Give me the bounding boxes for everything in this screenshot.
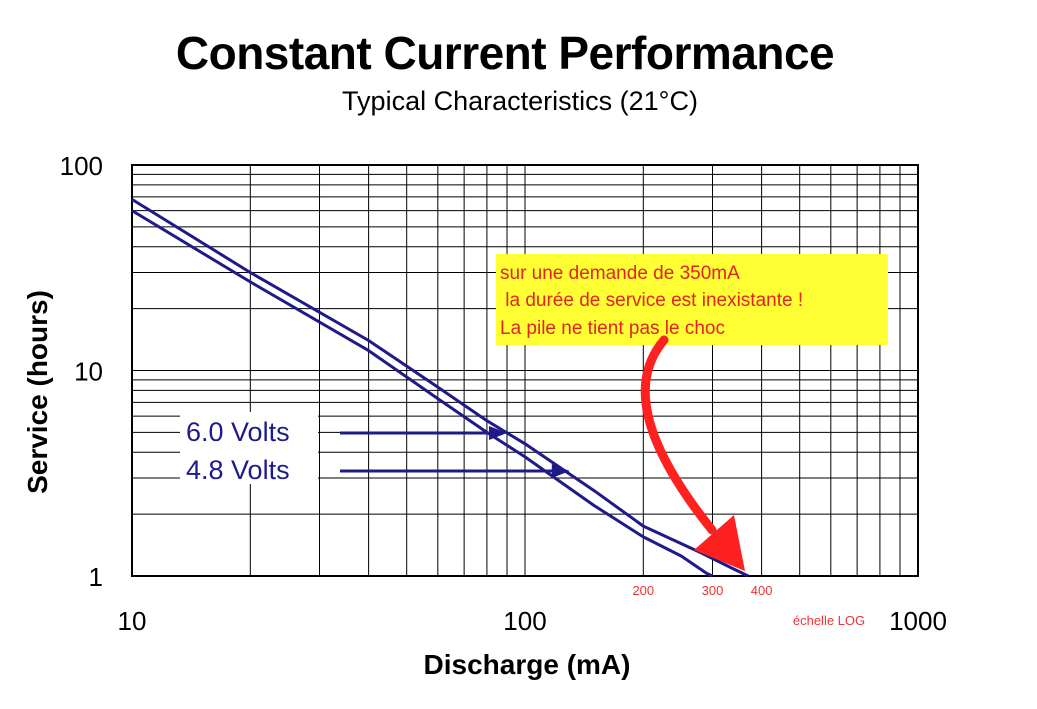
plot-frame <box>131 164 919 577</box>
chart-title: Constant Current Performance <box>175 27 835 79</box>
x-tick-label: 1000 <box>889 606 947 636</box>
label-arrows <box>340 426 570 478</box>
x-tick-label: 100 <box>503 606 546 636</box>
annotation-line-3: La pile ne tient pas le choc <box>500 318 725 339</box>
grid <box>132 165 918 576</box>
scale-note: échelle LOG <box>793 613 865 628</box>
annotation-line-2: la durée de service est inexistante ! <box>500 290 803 311</box>
red-arrow-shaft <box>640 335 717 535</box>
red-arrow-head <box>694 515 745 571</box>
x-tick-label: 10 <box>118 606 147 636</box>
annotation-box <box>496 254 888 345</box>
series-label-bg <box>180 412 318 484</box>
arrow-4v8-head <box>551 464 570 478</box>
red-tick-label: 200 <box>632 583 654 598</box>
series-lines <box>131 198 749 578</box>
arrow-6v-head <box>489 426 508 440</box>
red-tick-label: 400 <box>751 583 773 598</box>
y-tick-label: 1 <box>89 562 103 592</box>
red-tick-label: 300 <box>702 583 724 598</box>
series-line-1 <box>131 209 714 578</box>
annotation-line-1: sur une demande de 350mA <box>500 263 740 284</box>
series-line-0 <box>131 198 749 578</box>
y-axis-label: Service (hours) <box>22 290 53 494</box>
x-axis-label: Discharge (mA) <box>424 649 631 680</box>
y-tick-label: 10 <box>74 357 103 387</box>
series-label-6v: 6.0 Volts <box>186 417 290 447</box>
chart-subtitle: Typical Characteristics (21°C) <box>342 86 698 116</box>
y-tick-label: 100 <box>60 151 103 181</box>
series-label-4v8: 4.8 Volts <box>186 455 290 485</box>
